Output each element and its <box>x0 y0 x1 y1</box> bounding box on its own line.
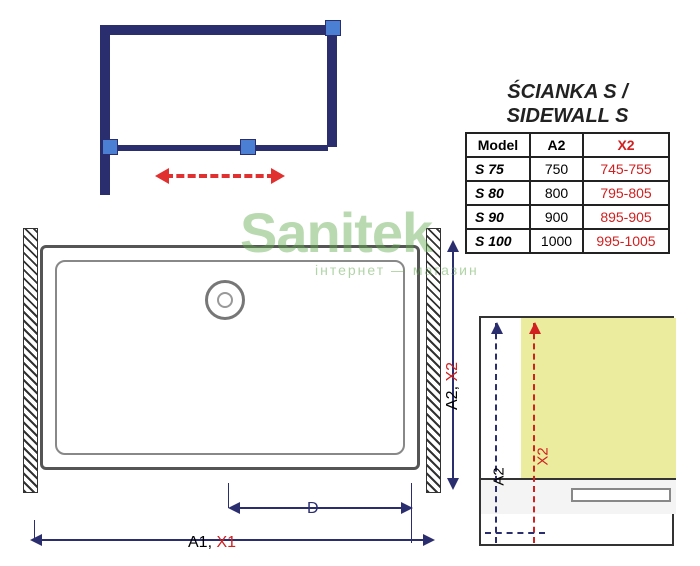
drain-icon <box>205 280 245 320</box>
cell-a2: 800 <box>530 181 583 205</box>
dim-a2-label: A2, X2 <box>444 362 462 410</box>
arrow-up-a2 <box>491 322 503 334</box>
table-header-row: Model A2 X2 <box>466 133 669 157</box>
slide-direction-arrow <box>155 168 285 182</box>
col-a2: A2 <box>530 133 583 157</box>
fitting-block <box>102 139 118 155</box>
dim-d-arrow <box>228 500 413 516</box>
drain-inner-icon <box>217 292 233 308</box>
cell-x2: 995-1005 <box>583 229 669 253</box>
title-line1: ŚCIANKA S / <box>507 81 627 103</box>
cell-x2: 895-905 <box>583 205 669 229</box>
arrow-up-x2 <box>529 322 541 334</box>
x2-text: X2 <box>444 362 461 382</box>
cell-a2: 900 <box>530 205 583 229</box>
x1-text: X1 <box>216 534 236 551</box>
spec-table-region: ŚCIANKA S / SIDEWALL S Model A2 X2 S 75 … <box>465 80 670 254</box>
sliding-track <box>118 145 328 151</box>
cell-model: S 90 <box>466 205 530 229</box>
dim-a1-label: A1, X1 <box>188 534 236 552</box>
cell-x2: 745-755 <box>583 157 669 181</box>
dim-d-label: D <box>307 500 319 518</box>
table-row: S 75 750 745-755 <box>466 157 669 181</box>
spec-table: Model A2 X2 S 75 750 745-755 S 80 800 79… <box>465 132 670 254</box>
table-row: S 90 900 895-905 <box>466 205 669 229</box>
plan-view-diagram <box>100 20 345 210</box>
table-row: S 100 1000 995-1005 <box>466 229 669 253</box>
col-x2: X2 <box>583 133 669 157</box>
title-line2: SIDEWALL S <box>507 105 629 127</box>
detail-x2-label: X2 <box>535 447 552 465</box>
door-panel <box>327 35 337 147</box>
watermark-sub: інтернет — магазин <box>315 262 479 278</box>
cell-a2: 1000 <box>530 229 583 253</box>
wall-vertical <box>100 25 110 195</box>
a2-text: A2, <box>444 382 461 410</box>
cell-a2: 750 <box>530 157 583 181</box>
fitting-block <box>325 20 341 36</box>
dim-ref-x2 <box>533 323 535 543</box>
a1-text: A1, <box>188 534 216 551</box>
col-model: Model <box>466 133 530 157</box>
fitting-block <box>240 139 256 155</box>
cell-model: S 100 <box>466 229 530 253</box>
section-detail <box>479 316 674 546</box>
cell-model: S 80 <box>466 181 530 205</box>
dim-ref-a2 <box>495 323 497 543</box>
detail-a2-label: A2 <box>491 467 508 485</box>
cell-x2: 795-805 <box>583 181 669 205</box>
table-title: ŚCIANKA S / SIDEWALL S <box>465 80 670 128</box>
base-ref <box>485 532 545 534</box>
wall-horizontal <box>100 25 335 35</box>
rail-groove <box>571 488 671 502</box>
table-row: S 80 800 795-805 <box>466 181 669 205</box>
cell-model: S 75 <box>466 157 530 181</box>
